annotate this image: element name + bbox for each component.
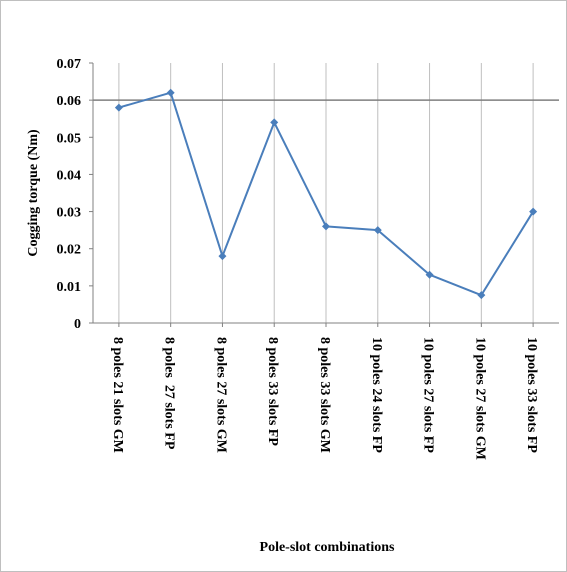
x-tick-label: 10 poles 24 slots FP (369, 337, 384, 453)
x-tick-label: 8 poles 33 slots FP (265, 337, 280, 446)
data-point-3 (218, 252, 227, 261)
y-tick-label: 0.01 (57, 280, 82, 295)
y-tick-label: 0 (74, 317, 81, 332)
x-tick-label: 8 poles 27 slots FP (162, 337, 177, 450)
data-point-8 (477, 291, 486, 300)
y-tick-label: 0.05 (57, 131, 82, 146)
x-axis-title: Pole-slot combinations (260, 540, 395, 555)
y-tick-labels: 0 0.01 0.02 0.03 0.04 0.05 0.06 0.07 (57, 57, 93, 332)
y-tick-label: 0.03 (57, 206, 82, 221)
y-tick-label: 0.07 (57, 57, 82, 72)
x-tick-label: 8 poles 27 slots GM (213, 337, 228, 453)
data-point-6 (373, 226, 382, 235)
grid-lines (93, 63, 559, 323)
data-point-2 (166, 88, 175, 97)
x-tick-label: 10 poles 27 slots GM (472, 337, 487, 460)
data-point-5 (322, 222, 330, 231)
x-tick-label: 8 poles 21 slots GM (110, 337, 125, 453)
x-tick-label: 10 poles 27 slots FP (421, 337, 436, 453)
data-point-7 (425, 270, 434, 279)
x-tick-labels: 8 poles 21 slots GM 8 poles 27 slots FP 8 … (110, 323, 539, 460)
data-point-4 (270, 118, 279, 127)
series-cogging-torque (114, 88, 538, 300)
x-tick-label: 8 poles 33 slots GM (317, 337, 332, 453)
y-tick-label: 0.04 (57, 168, 82, 183)
y-axis-title: Cogging torque (Nm) (26, 129, 41, 257)
x-tick-label: 10 poles 33 slots FP (524, 337, 539, 453)
data-point-1 (114, 103, 123, 112)
data-point-9 (529, 207, 538, 216)
y-tick-label: 0.02 (57, 243, 82, 258)
y-tick-label: 0.06 (57, 94, 82, 109)
